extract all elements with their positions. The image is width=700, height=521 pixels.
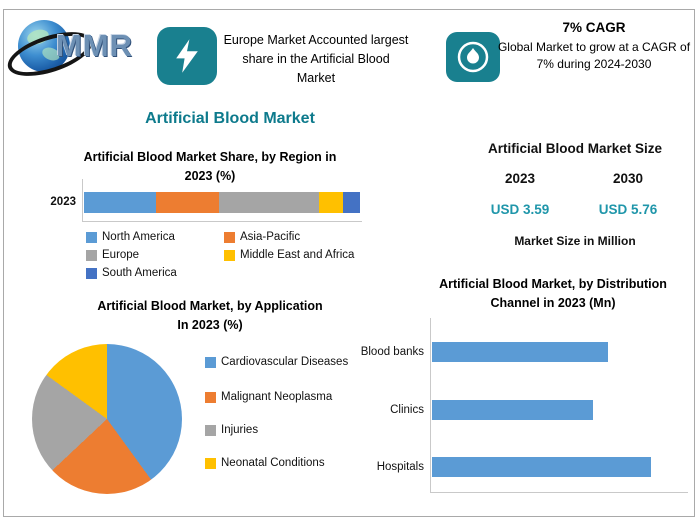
region-stacked-bar [84, 192, 360, 213]
segment-north-america [84, 192, 156, 213]
legend-swatch [224, 231, 235, 243]
lightning-icon-box [157, 27, 217, 85]
value-2030: USD 5.76 [598, 202, 658, 217]
flame-icon [457, 41, 489, 73]
bar-blood-banks [432, 342, 608, 362]
legend-swatch [86, 249, 97, 261]
page-title: Artificial Blood Market [145, 110, 315, 127]
segment-asia-pacific [155, 192, 220, 213]
legend-item: Neonatal Conditions [205, 457, 325, 469]
legend-item: Asia-Pacific [224, 231, 300, 243]
cagr-callout: 7% CAGR Global Market to grow at a CAGR … [494, 20, 694, 74]
region-axis-label: 2023 [50, 196, 76, 208]
flame-icon-box [446, 32, 500, 82]
globe-icon [18, 20, 70, 72]
legend-item: Injuries [205, 424, 258, 436]
market-size-note: Market Size in Million [514, 234, 636, 248]
segment-europe [219, 192, 319, 213]
legend-item: Middle East and Africa [224, 249, 354, 261]
legend-item: North America [86, 231, 175, 243]
category-hospitals: Hospitals [376, 461, 424, 473]
legend-item: South America [86, 267, 177, 279]
distribution-x-axis [430, 492, 688, 493]
year-2030: 2030 [612, 171, 644, 186]
legend-swatch [205, 424, 216, 436]
category-blood-banks: Blood banks [360, 346, 424, 358]
mmr-logo: MMR [2, 14, 160, 85]
value-2023: USD 3.59 [490, 202, 550, 217]
segment-south-america [343, 192, 360, 213]
legend-swatch [205, 356, 216, 368]
market-size-title: Artificial Blood Market Size [487, 141, 663, 156]
legend-item: Europe [86, 249, 139, 261]
legend-swatch [205, 457, 216, 469]
category-clinics: Clinics [390, 404, 424, 416]
bar-clinics [432, 400, 593, 420]
region-y-axis [82, 179, 83, 222]
application-pie-chart [32, 344, 182, 494]
legend-swatch [86, 231, 97, 243]
legend-swatch [86, 267, 97, 279]
legend-item: Cardiovascular Diseases [205, 356, 348, 368]
region-chart-title: Artificial Blood Market Share, by Region… [83, 150, 337, 184]
legend-swatch [224, 249, 235, 261]
distribution-chart-title: Artificial Blood Market, by Distribution… [439, 277, 667, 311]
border-frame [3, 9, 695, 517]
bar-hospitals [432, 457, 652, 477]
legend-swatch [205, 391, 216, 403]
europe-callout-text: Europe Market Accounted largest share in… [223, 33, 409, 85]
lightning-icon [176, 39, 198, 73]
region-x-axis [82, 221, 362, 222]
distribution-y-axis [430, 318, 431, 493]
year-2023: 2023 [504, 171, 536, 186]
distribution-bar-plot [432, 318, 688, 493]
cagr-text: Global Market to grow at a CAGR of 7% du… [497, 40, 691, 72]
legend-item: Malignant Neoplasma [205, 391, 332, 403]
segment-middle-east-africa [318, 192, 344, 213]
cagr-title: 7% CAGR [562, 20, 626, 35]
logo-text: MMR [56, 28, 134, 63]
application-chart-title: Artificial Blood Market, by Application … [97, 299, 323, 333]
